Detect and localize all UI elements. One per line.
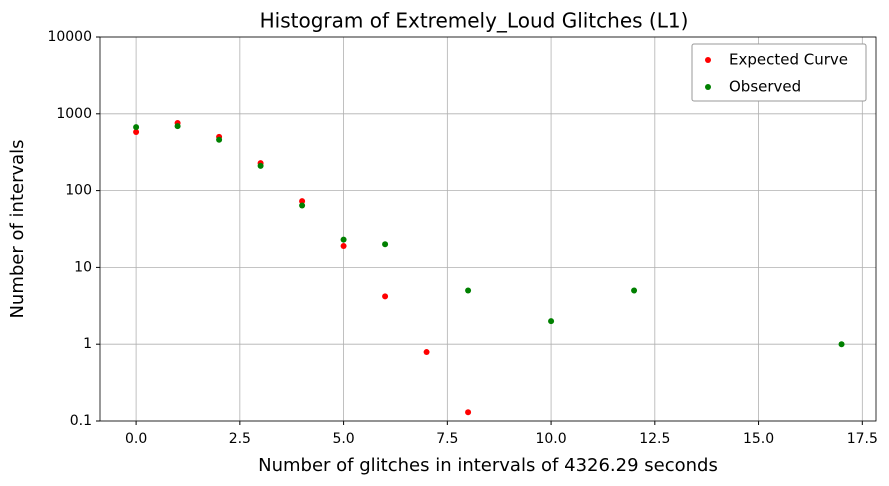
point: [299, 202, 306, 209]
chart-title: Histogram of Extremely_Loud Glitches (L1…: [260, 9, 689, 33]
point: [382, 293, 389, 300]
y-tick-label: 10000: [47, 29, 92, 45]
y-tick-label: 100: [65, 183, 92, 199]
point: [340, 236, 347, 243]
point: [133, 124, 140, 131]
plot-frame: [99, 36, 877, 422]
y-tick-label: 0.1: [70, 413, 92, 429]
point: [216, 136, 223, 143]
x-tick-label: 10.0: [535, 431, 566, 447]
point: [257, 162, 264, 169]
x-tick-label: 15.0: [743, 431, 774, 447]
legend-box: [691, 43, 867, 102]
y-tick-label: 1: [83, 336, 92, 352]
y-tick-label: 10: [74, 259, 92, 275]
point: [465, 409, 472, 416]
point: [382, 241, 389, 248]
point: [465, 287, 472, 294]
legend-marker: [705, 57, 711, 63]
point: [133, 128, 140, 135]
legend-label: Expected Curve: [729, 51, 848, 69]
y-tick-label: 1000: [56, 106, 92, 122]
point: [423, 349, 430, 356]
legend-label: Observed: [729, 78, 801, 96]
point: [299, 198, 306, 205]
x-tick-label: 5.0: [332, 431, 354, 447]
point: [548, 318, 555, 325]
legend: Expected Curve Observed: [691, 43, 867, 102]
x-tick-label: 2.5: [229, 431, 251, 447]
point: [631, 287, 638, 294]
x-axis-label: Number of glitches in intervals of 4326.…: [258, 455, 718, 476]
x-tick-label: 0.0: [125, 431, 147, 447]
x-tick-label: 17.5: [847, 431, 878, 447]
point: [340, 242, 347, 249]
x-tick-label: 7.5: [436, 431, 458, 447]
point: [838, 341, 845, 348]
legend-marker: [705, 84, 711, 90]
y-axis-label: Number of intervals: [7, 139, 28, 318]
point: [174, 123, 181, 130]
x-tick-label: 12.5: [639, 431, 670, 447]
